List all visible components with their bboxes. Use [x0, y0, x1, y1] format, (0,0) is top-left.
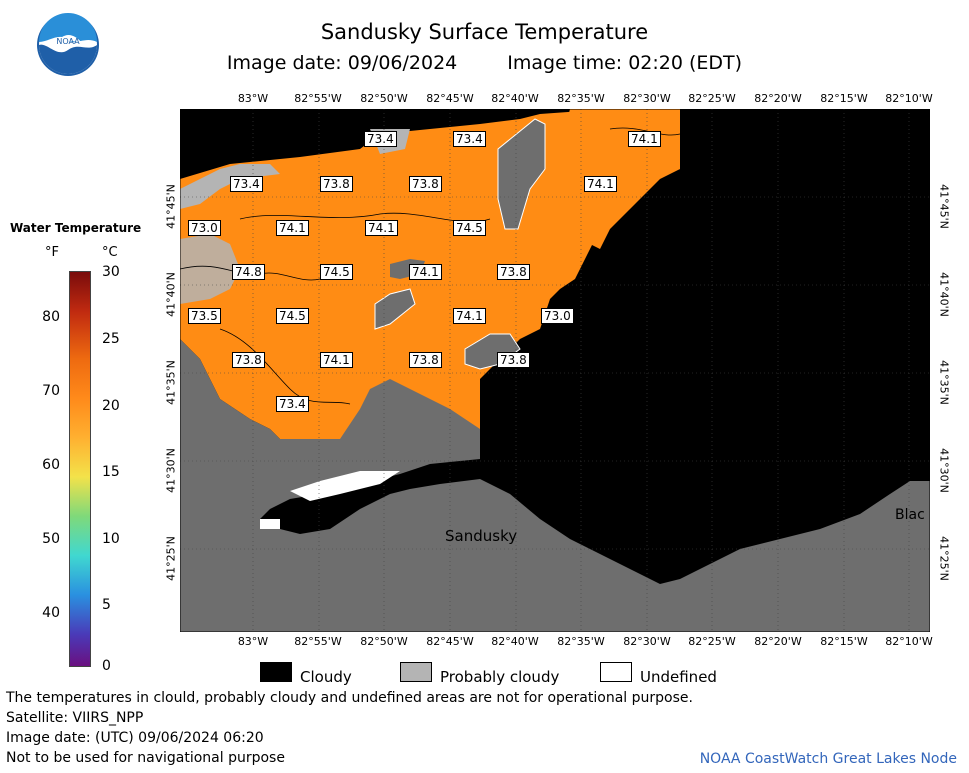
place-label-sandusky: Sandusky	[445, 527, 518, 545]
lat-label-right: 41°40'N	[937, 272, 951, 317]
credit: NOAA CoastWatch Great Lakes Node	[699, 751, 957, 767]
temperature-label: 73.4	[364, 131, 397, 147]
temperature-label: 74.1	[628, 131, 661, 147]
lat-label-left: 41°35'N	[164, 360, 178, 405]
lon-label-bottom: 82°10'W	[885, 635, 933, 648]
c-tick: 0	[102, 658, 111, 674]
place-label-blac: Blac	[895, 507, 925, 523]
c-tick: 30	[102, 264, 120, 280]
temperature-label: 73.8	[409, 176, 442, 192]
lon-label-bottom: 82°20'W	[754, 635, 802, 648]
temperature-label: 74.1	[365, 220, 398, 236]
lat-label-left: 41°45'N	[164, 184, 178, 229]
lon-label-top: 82°55'W	[294, 92, 342, 105]
lon-label-top: 82°20'W	[754, 92, 802, 105]
lon-label-bottom: 82°55'W	[294, 635, 342, 648]
lon-label-top: 82°35'W	[557, 92, 605, 105]
lat-label-right: 41°30'N	[937, 448, 951, 493]
lon-label-top: 82°30'W	[623, 92, 671, 105]
f-tick: 40	[42, 605, 60, 621]
lon-label-top: 82°40'W	[491, 92, 539, 105]
c-tick: 5	[102, 597, 111, 613]
temperature-label: 74.5	[320, 264, 353, 280]
noaa-logo: NOAA	[37, 13, 99, 76]
lon-label-bottom: 82°40'W	[491, 635, 539, 648]
lat-label-right: 41°45'N	[937, 184, 951, 229]
lon-label-bottom: 82°15'W	[820, 635, 868, 648]
image-date: Image date: 09/06/2024	[226, 52, 458, 74]
lon-label-top: 82°15'W	[820, 92, 868, 105]
temperature-label: 74.8	[232, 264, 265, 280]
temperature-label: 73.8	[497, 264, 530, 280]
svg-text:NOAA: NOAA	[56, 37, 80, 46]
image-time: Image time: 02:20 (EDT)	[507, 52, 743, 74]
temperature-colorbar	[69, 271, 91, 667]
disclaimer: The temperatures in clould, probably clo…	[6, 690, 693, 706]
lon-label-bottom: 83°W	[237, 635, 269, 648]
f-tick: 70	[42, 383, 60, 399]
lat-label-right: 41°35'N	[937, 360, 951, 405]
c-tick: 25	[102, 331, 120, 347]
key-probably-cloudy-label: Probably cloudy	[440, 668, 560, 686]
key-cloudy-label: Cloudy	[300, 668, 352, 686]
temperature-label: 73.8	[320, 176, 353, 192]
legend-title: Water Temperature	[10, 221, 142, 235]
temperature-label: 73.4	[230, 176, 263, 192]
f-tick: 50	[42, 531, 60, 547]
lat-label-left: 41°30'N	[164, 448, 178, 493]
nav-warning: Not to be used for navigational purpose	[6, 750, 285, 766]
temperature-label: 74.1	[453, 308, 486, 324]
lon-label-bottom: 82°25'W	[688, 635, 736, 648]
lon-label-bottom: 82°30'W	[623, 635, 671, 648]
temperature-map: 73.4 73.4 74.1 73.4 73.8 73.8 74.1 73.0 …	[179, 108, 931, 633]
lon-label-top: 82°50'W	[360, 92, 408, 105]
temperature-label: 74.5	[453, 220, 486, 236]
temperature-label: 73.8	[232, 352, 265, 368]
temperature-label: 74.1	[584, 176, 617, 192]
lon-label-top: 82°25'W	[688, 92, 736, 105]
temperature-label: 73.4	[276, 396, 309, 412]
unit-celsius: °C	[102, 245, 118, 260]
map-subtitle: Image date: 09/06/2024 Image time: 02:20…	[0, 52, 969, 74]
lon-label-top: 82°45'W	[426, 92, 474, 105]
lat-label-left: 41°25'N	[164, 536, 178, 581]
key-probably-cloudy-swatch	[400, 662, 432, 682]
lat-label-left: 41°40'N	[164, 272, 178, 317]
lon-label-bottom: 82°50'W	[360, 635, 408, 648]
key-undefined-label: Undefined	[640, 668, 717, 686]
lon-label-bottom: 82°35'W	[557, 635, 605, 648]
utc-date: Image date: (UTC) 09/06/2024 06:20	[6, 730, 264, 746]
temperature-label: 74.1	[320, 352, 353, 368]
temperature-label: 73.5	[188, 308, 221, 324]
key-undefined-swatch	[600, 662, 632, 682]
temperature-label: 73.4	[453, 131, 486, 147]
temperature-label: 73.0	[541, 308, 574, 324]
unit-fahrenheit: °F	[45, 245, 59, 260]
f-tick: 80	[42, 309, 60, 325]
c-tick: 20	[102, 398, 120, 414]
temperature-label: 74.5	[276, 308, 309, 324]
lat-label-right: 41°25'N	[937, 536, 951, 581]
temperature-label: 74.1	[276, 220, 309, 236]
temperature-label: 73.8	[497, 352, 530, 368]
c-tick: 10	[102, 531, 120, 547]
c-tick: 15	[102, 464, 120, 480]
temperature-label: 73.8	[409, 352, 442, 368]
lon-label-bottom: 82°45'W	[426, 635, 474, 648]
temperature-label: 74.1	[409, 264, 442, 280]
satellite: Satellite: VIIRS_NPP	[6, 710, 144, 726]
f-tick: 60	[42, 457, 60, 473]
key-cloudy-swatch	[260, 662, 292, 682]
lon-label-top: 82°10'W	[885, 92, 933, 105]
temperature-label: 73.0	[188, 220, 221, 236]
map-title: Sandusky Surface Temperature	[320, 20, 649, 44]
lon-label-top: 83°W	[237, 92, 269, 105]
